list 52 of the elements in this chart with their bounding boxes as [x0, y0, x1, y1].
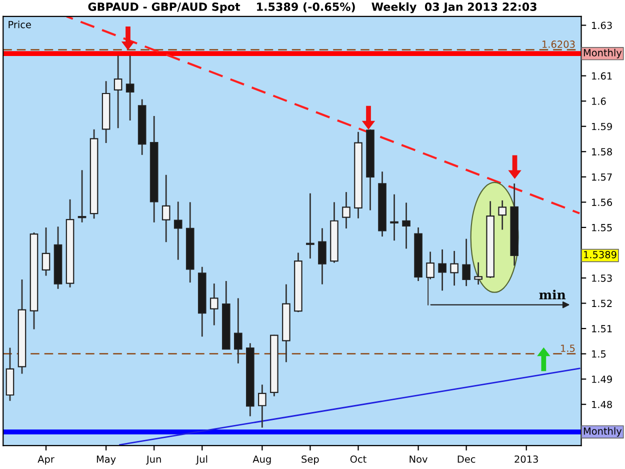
- x-tick-label: Sep: [302, 455, 319, 465]
- candlestick: [306, 192, 314, 260]
- ref-line-label: Monthly: [584, 427, 622, 437]
- candlestick: [342, 191, 350, 230]
- y-tick-label: 1.58: [592, 148, 612, 156]
- x-tick-label: Dec: [458, 456, 476, 463]
- y-tick-label: 1.48: [592, 400, 612, 408]
- x-tick-label: Jun: [146, 456, 161, 465]
- candlestick: [318, 228, 326, 286]
- y-tick-label: 1.52: [592, 300, 612, 308]
- y-tick-label: 1.59: [592, 122, 612, 130]
- annotation: min: [539, 290, 566, 300]
- chart-title: GBPAUD - GBP/AUD Spot 1.5389 (-0.65%) Weekly 03 Jan 2013 22:03: [88, 2, 536, 14]
- candlestick: [174, 200, 182, 260]
- candlestick: [42, 226, 50, 276]
- y-tick-label: 1.53: [592, 274, 612, 282]
- y-tick-label: 1.6: [592, 98, 606, 105]
- candlestick: [462, 238, 470, 287]
- ref-line-label: 1.6203: [542, 40, 575, 48]
- text: 1.5389: [584, 250, 616, 258]
- y-tick-label: 1.49: [592, 376, 612, 383]
- x-tick-label: Oct: [350, 455, 366, 463]
- x-tick-label: Aug: [252, 456, 271, 465]
- x-tick-label: Nov: [410, 456, 428, 463]
- x-tick-label: May: [96, 456, 116, 465]
- candlestick: [114, 54, 122, 129]
- ref-line-label: 1.5: [561, 344, 575, 352]
- ref-line-label: Monthly: [584, 48, 622, 58]
- x-tick-label: 2013: [514, 455, 538, 463]
- candlestick: [78, 169, 86, 224]
- candlestick: [234, 298, 242, 364]
- x-tick-label: Apr: [38, 456, 54, 465]
- candlestick: [438, 248, 446, 292]
- y-tick-label: 1.51: [592, 325, 612, 332]
- y-tick-label: 1.55: [592, 224, 612, 232]
- y-tick-label: 1.56: [592, 198, 612, 206]
- y-tick-label: 1.61: [592, 72, 612, 80]
- candlestick: [126, 54, 134, 122]
- candlestick: [426, 251, 434, 280]
- y-tick-label: 1.57: [592, 174, 612, 181]
- candlestick: [498, 200, 506, 230]
- candlestick: [258, 384, 266, 428]
- candlestick: [450, 250, 458, 286]
- candlestick: [402, 202, 410, 250]
- candlestick: [162, 174, 170, 243]
- y-tick-label: 1.63: [592, 22, 612, 30]
- y-tick-label: 1.5: [592, 350, 606, 358]
- candlestick: [474, 262, 482, 286]
- candlestick: [390, 194, 398, 242]
- x-tick-label: Jul: [196, 455, 208, 465]
- candlestick: [210, 282, 218, 326]
- y-axis-title: Price: [8, 20, 31, 28]
